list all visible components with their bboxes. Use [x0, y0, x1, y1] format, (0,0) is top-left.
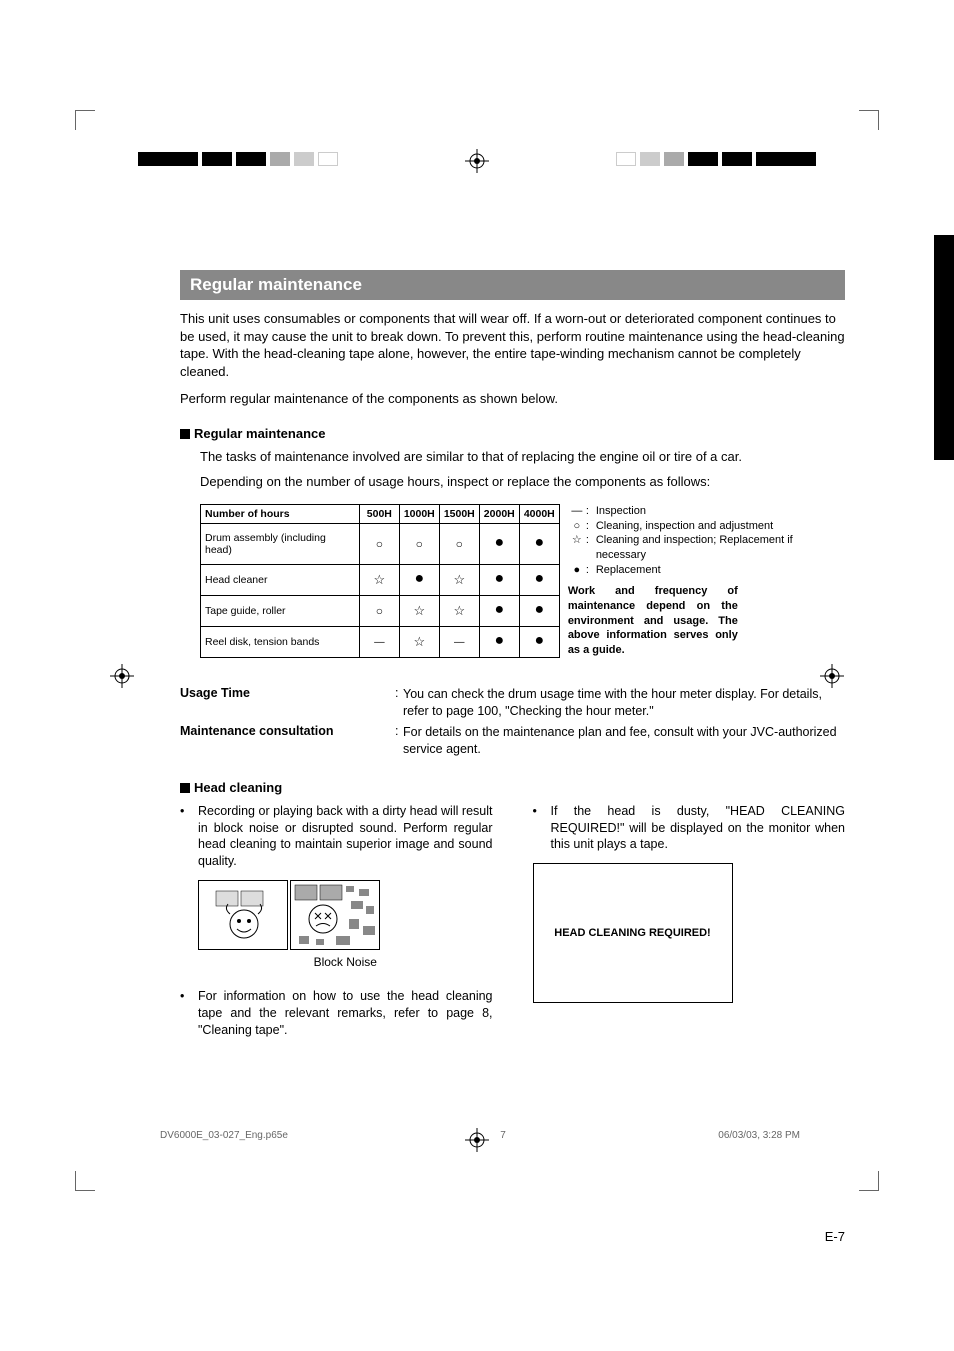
sub-heading-label: Regular maintenance — [194, 426, 326, 441]
table-cell: ● — [519, 596, 559, 627]
crop-mark — [75, 110, 95, 130]
legend: —:Inspection○:Cleaning, inspection and a… — [568, 504, 845, 658]
table-cell: ○ — [359, 523, 399, 565]
illustration-caption: Block Noise — [198, 954, 493, 970]
def-body: You can check the drum usage time with t… — [403, 686, 845, 720]
footer-date: 06/03/03, 3:28 PM — [718, 1130, 800, 1141]
sub-heading-regular: Regular maintenance — [180, 426, 845, 441]
sub-heading-head-cleaning: Head cleaning — [180, 780, 845, 795]
legend-symbol: ● — [568, 563, 586, 578]
def-label: Usage Time — [180, 686, 395, 720]
table-cell: ○ — [359, 596, 399, 627]
table-cell: ● — [479, 565, 519, 596]
intro-paragraph: Perform regular maintenance of the compo… — [180, 390, 845, 408]
reg-line: The tasks of maintenance involved are si… — [200, 447, 845, 467]
def-label: Maintenance consultation — [180, 724, 395, 758]
legend-text: Inspection — [596, 504, 845, 519]
row-label: Head cleaner — [201, 565, 360, 596]
registration-mark — [110, 664, 134, 688]
table-cell: ☆ — [399, 596, 439, 627]
legend-symbol: ☆ — [568, 533, 586, 563]
illustration-noise — [290, 880, 380, 950]
legend-item: ●:Replacement — [568, 563, 845, 578]
table-row: Head cleaner☆●☆●● — [201, 565, 560, 596]
table-cell: ● — [479, 523, 519, 565]
right-column: • If the head is dusty, "HEAD CLEANING R… — [533, 803, 846, 1049]
table-header: 2000H — [479, 504, 519, 523]
legend-item: —:Inspection — [568, 504, 845, 519]
crop-mark — [859, 1171, 879, 1191]
table-row: Reel disk, tension bands—☆—●● — [201, 627, 560, 658]
table-cell: ● — [479, 627, 519, 658]
legend-symbol: ○ — [568, 519, 586, 534]
table-header: 4000H — [519, 504, 559, 523]
definitions: Usage Time : You can check the drum usag… — [180, 686, 845, 758]
table-header: 1500H — [439, 504, 479, 523]
monitor-text: HEAD CLEANING REQUIRED! — [554, 926, 710, 941]
footer-page: 7 — [500, 1130, 506, 1141]
table-row: Drum assembly (including head)○○○●● — [201, 523, 560, 565]
legend-symbol: — — [568, 504, 586, 519]
maintenance-table: Number of hours500H1000H1500H2000H4000H … — [200, 504, 560, 658]
crop-mark — [75, 1171, 95, 1191]
table-cell: — — [359, 627, 399, 658]
monitor-display: HEAD CLEANING REQUIRED! — [533, 863, 733, 1003]
bullet-text: Recording or playing back with a dirty h… — [198, 803, 493, 871]
table-cell: ● — [479, 596, 519, 627]
footer-filename: DV6000E_03-027_Eng.p65e — [160, 1130, 288, 1141]
table-cell: ● — [399, 565, 439, 596]
legend-text: Cleaning and inspection; Replacement if … — [596, 533, 845, 563]
reg-line: Depending on the number of usage hours, … — [200, 472, 845, 492]
bullet-icon: • — [533, 803, 551, 854]
table-cell: ☆ — [439, 565, 479, 596]
table-cell: ● — [519, 565, 559, 596]
legend-note: Work and frequency of maintenance depend… — [568, 584, 738, 658]
illustration-clean — [198, 880, 288, 950]
bullet-icon: • — [180, 803, 198, 871]
illustration: Block Noise — [198, 880, 493, 970]
table-cell: — — [439, 627, 479, 658]
left-column: • Recording or playing back with a dirty… — [180, 803, 493, 1049]
row-label: Reel disk, tension bands — [201, 627, 360, 658]
table-cell: ☆ — [359, 565, 399, 596]
table-header: 500H — [359, 504, 399, 523]
table-cell: ○ — [399, 523, 439, 565]
legend-text: Cleaning, inspection and adjustment — [596, 519, 845, 534]
table-cell: ☆ — [439, 596, 479, 627]
bullet-icon: • — [180, 988, 198, 1039]
bullet-text: For information on how to use the head c… — [198, 988, 493, 1039]
page-content: Regular maintenance This unit uses consu… — [180, 130, 845, 1244]
footer: DV6000E_03-027_Eng.p65e 7 06/03/03, 3:28… — [160, 1130, 800, 1141]
bullet-text: If the head is dusty, "HEAD CLEANING REQ… — [551, 803, 846, 854]
legend-item: ☆:Cleaning and inspection; Replacement i… — [568, 533, 845, 563]
row-label: Drum assembly (including head) — [201, 523, 360, 565]
section-title: Regular maintenance — [180, 270, 845, 300]
row-label: Tape guide, roller — [201, 596, 360, 627]
intro-paragraph: This unit uses consumables or components… — [180, 310, 845, 380]
sub-heading-label: Head cleaning — [194, 780, 282, 795]
crop-mark — [859, 110, 879, 130]
table-header: 1000H — [399, 504, 439, 523]
thumb-tab — [934, 235, 954, 460]
def-body: For details on the maintenance plan and … — [403, 724, 845, 758]
legend-item: ○:Cleaning, inspection and adjustment — [568, 519, 845, 534]
page-number: E-7 — [180, 1229, 845, 1244]
legend-text: Replacement — [596, 563, 845, 578]
table-header: Number of hours — [201, 504, 360, 523]
table-cell: ● — [519, 627, 559, 658]
table-cell: ● — [519, 523, 559, 565]
table-row: Tape guide, roller○☆☆●● — [201, 596, 560, 627]
table-cell: ☆ — [399, 627, 439, 658]
table-cell: ○ — [439, 523, 479, 565]
